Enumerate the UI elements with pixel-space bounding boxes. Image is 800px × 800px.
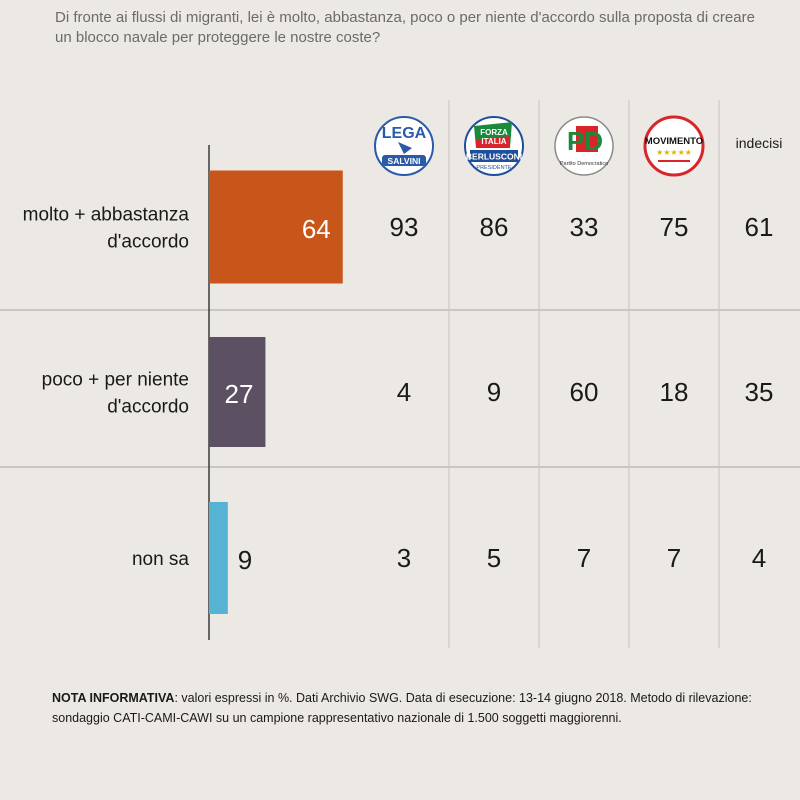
breakdown-value: 33 (570, 212, 599, 242)
breakdown-value: 7 (577, 543, 591, 573)
category-label-1: molto + abbastanza d'accordo (23, 205, 190, 253)
svg-text:PRESIDENTE: PRESIDENTE (476, 165, 511, 171)
breakdown-value: 18 (660, 377, 689, 407)
question-text: Di fronte ai flussi di migranti, lei è m… (55, 9, 755, 46)
breakdown-value: 60 (570, 377, 599, 407)
breakdown-value: 61 (745, 212, 774, 242)
breakdown-value: 5 (487, 543, 501, 573)
column-header-indecisi: indecisi (736, 135, 783, 151)
category-label-2: poco + per niente d'accordo (42, 370, 189, 418)
svg-text:BERLUSCONI: BERLUSCONI (466, 152, 522, 162)
svg-text:FORZA: FORZA (480, 128, 508, 137)
breakdown-value: 4 (752, 543, 766, 573)
breakdown-value: 35 (745, 377, 774, 407)
svg-text:MOVIMENTO: MOVIMENTO (645, 136, 703, 147)
svg-text:Partito Democratico: Partito Democratico (560, 161, 608, 167)
breakdown-value: 9 (487, 377, 501, 407)
category-label-line: molto + abbastanza (23, 205, 190, 226)
category-label-3: non sa (132, 549, 189, 570)
svg-text:★★★★★: ★★★★★ (656, 148, 692, 157)
category-label-line: non sa (132, 549, 189, 570)
pd-logo: PD Partito Democratico (554, 116, 614, 176)
breakdown-value: 93 (390, 212, 419, 242)
bar-1 (209, 170, 343, 284)
lega-logo: LEGA SALVINI (374, 116, 434, 176)
footnote-text: : valori espressi in %. Dati Archivio SW… (52, 691, 752, 725)
category-label-line: d'accordo (107, 397, 189, 418)
breakdown-value: 75 (660, 212, 689, 242)
svg-text:SALVINI: SALVINI (388, 156, 421, 166)
footnote: NOTA INFORMATIVA: valori espressi in %. … (52, 688, 762, 728)
svg-text:LEGA: LEGA (382, 125, 427, 142)
bar-value-label-1: 64 (302, 214, 331, 244)
breakdown-value: 4 (397, 377, 411, 407)
m5s-logo: MOVIMENTO★★★★★ (643, 115, 705, 177)
category-label-line: poco + per niente (42, 370, 189, 391)
bar-value-label-2: 27 (225, 379, 254, 409)
footnote-label: NOTA INFORMATIVA (52, 691, 175, 705)
breakdown-value: 7 (667, 543, 681, 573)
breakdown-value: 86 (480, 212, 509, 242)
category-label-line: d'accordo (107, 232, 189, 253)
svg-text:PD: PD (567, 126, 603, 156)
svg-text:ITALIA: ITALIA (481, 137, 506, 146)
bar-2 (209, 337, 266, 447)
breakdown-value: 3 (397, 543, 411, 573)
bar-3 (209, 502, 228, 614)
bar-value-label-3: 9 (238, 545, 252, 575)
